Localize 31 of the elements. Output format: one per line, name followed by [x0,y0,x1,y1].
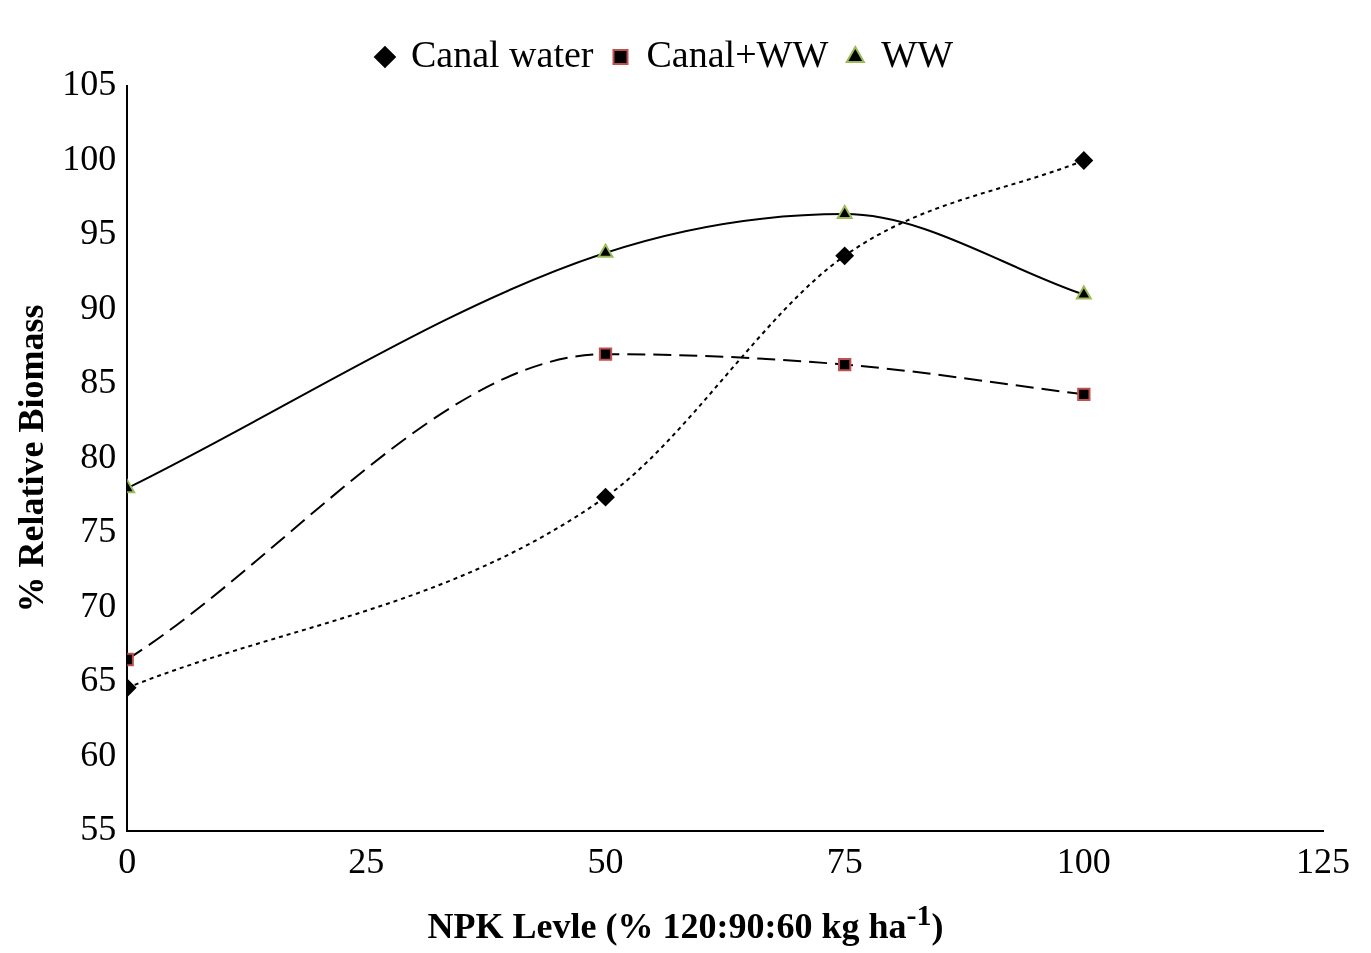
y-tick-label: 65 [80,659,117,700]
point [598,347,613,361]
point [596,488,615,507]
x-axis-title: NPK Levle (% 120:90:60 kg ha$^{-1}$) [426,898,945,947]
x-tick-label: 100 [1056,840,1111,881]
legend-label: Canal water [410,32,594,75]
legend-label: WW [881,32,954,75]
y-tick-label: 80 [80,435,117,476]
point [1075,285,1092,300]
legend-label: Canal+WW [646,32,829,75]
y-tick-label: 100 [62,137,117,178]
x-tick-label: 125 [1296,840,1350,881]
y-tick-label: 75 [80,510,117,551]
x-tick-label: 75 [826,840,863,881]
y-tick-label: 85 [80,361,117,402]
x-tick-label: 0 [118,840,137,881]
point [1074,151,1093,170]
y-tick-label: 90 [80,286,117,327]
x-tick-label: 50 [587,840,624,881]
point [597,243,614,258]
point [838,357,852,372]
x-tick-label: 25 [348,840,385,881]
point [1077,387,1091,401]
y-tick-label: 70 [80,584,117,625]
y-axis-title: % Relative Biomass [10,304,51,613]
y-tick-label: 95 [80,212,117,253]
point [836,205,853,220]
point [835,246,854,265]
y-tick-label: 60 [80,733,117,774]
y-tick-label: 55 [80,808,117,849]
y-tick-label: 105 [62,63,117,104]
